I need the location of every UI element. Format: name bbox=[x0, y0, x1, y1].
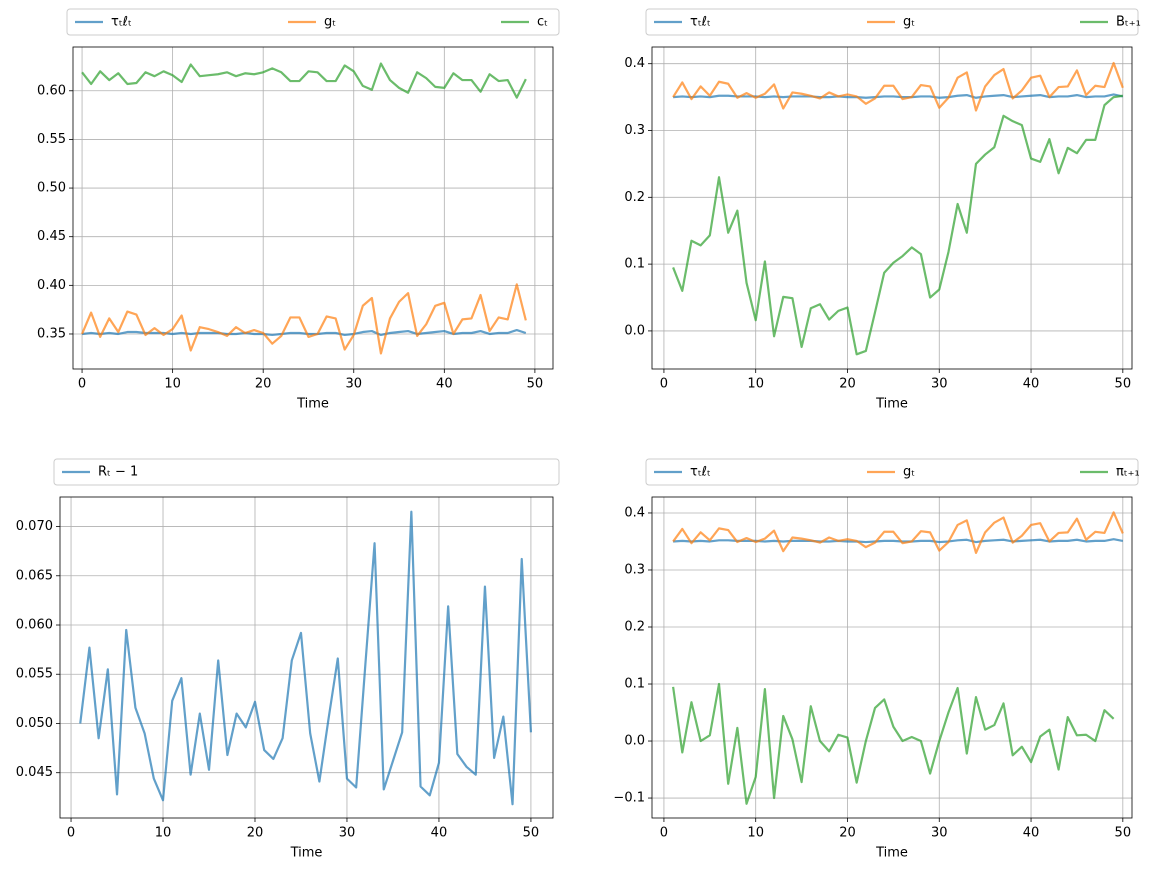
x-tick-label: 50 bbox=[1115, 377, 1132, 392]
x-tick-label: 20 bbox=[839, 826, 856, 841]
y-tick-label: 0.070 bbox=[16, 519, 53, 534]
x-tick-label: 50 bbox=[527, 377, 544, 392]
y-tick-label: 0.060 bbox=[16, 618, 53, 633]
x-axis-label: Time bbox=[290, 846, 323, 861]
legend-label: τₜℓₜ bbox=[690, 15, 711, 30]
legend-label: Rₜ − 1 bbox=[98, 465, 138, 480]
axes-frame bbox=[72, 46, 554, 370]
y-tick-label: 0.1 bbox=[624, 257, 645, 272]
y-tick-label: 0.1 bbox=[624, 677, 645, 692]
series-line bbox=[672, 511, 1124, 554]
y-tick-label: 0.0 bbox=[624, 734, 645, 749]
x-tick-label: 40 bbox=[1023, 826, 1040, 841]
x-tick-label: 30 bbox=[931, 377, 948, 392]
x-tick-label: 20 bbox=[839, 377, 856, 392]
y-tick-label: 0.60 bbox=[37, 83, 66, 98]
y-tick-label: 0.4 bbox=[624, 56, 645, 71]
y-tick-label: 0.2 bbox=[624, 619, 645, 634]
x-tick-label: 10 bbox=[747, 826, 764, 841]
x-tick-label: 40 bbox=[431, 826, 448, 841]
x-tick-label: 30 bbox=[931, 826, 948, 841]
legend-label: gₜ bbox=[903, 15, 915, 30]
y-tick-label: 0.3 bbox=[624, 562, 645, 577]
y-tick-label: 0.2 bbox=[624, 190, 645, 205]
series-line bbox=[673, 93, 1124, 99]
series-line bbox=[672, 61, 1124, 112]
series-line bbox=[81, 283, 527, 355]
x-tick-label: 0 bbox=[660, 377, 668, 392]
legend-label: τₜℓₜ bbox=[111, 15, 132, 30]
legend-label: Bₜ₊₁ bbox=[1116, 15, 1141, 30]
axes-frame bbox=[59, 496, 554, 819]
x-tick-label: 10 bbox=[155, 826, 172, 841]
y-tick-label: 0.045 bbox=[16, 765, 53, 780]
y-tick-label: 0.4 bbox=[624, 505, 645, 520]
y-tick-label: 0.55 bbox=[37, 132, 66, 147]
series-line bbox=[81, 62, 527, 99]
x-tick-label: 0 bbox=[67, 826, 75, 841]
series-line bbox=[672, 94, 1123, 356]
series-line bbox=[672, 682, 1115, 805]
y-tick-label: 0.40 bbox=[37, 278, 66, 293]
x-tick-label: 0 bbox=[660, 826, 668, 841]
x-tick-label: 40 bbox=[436, 377, 453, 392]
axes-frame bbox=[651, 46, 1133, 370]
y-tick-label: 0.50 bbox=[37, 181, 66, 196]
x-axis-label: Time bbox=[875, 846, 908, 861]
legend-label: πₜ₊₁ bbox=[1116, 465, 1140, 480]
y-tick-label: 0.055 bbox=[16, 667, 53, 682]
x-axis-label: Time bbox=[296, 397, 329, 412]
x-tick-label: 20 bbox=[247, 826, 264, 841]
x-axis-label: Time bbox=[875, 397, 908, 412]
series-line bbox=[81, 328, 527, 337]
legend-label: τₜℓₜ bbox=[690, 465, 711, 480]
y-tick-label: 0.065 bbox=[16, 568, 53, 583]
y-tick-label: 0.3 bbox=[624, 123, 645, 138]
x-tick-label: 50 bbox=[1115, 826, 1132, 841]
x-tick-label: 10 bbox=[164, 377, 181, 392]
legend-label: gₜ bbox=[324, 15, 336, 30]
legend bbox=[53, 458, 560, 486]
y-tick-label: 0.35 bbox=[37, 326, 66, 341]
y-tick-label: 0.0 bbox=[624, 323, 645, 338]
y-tick-label: −0.1 bbox=[613, 791, 645, 806]
legend-label: gₜ bbox=[903, 465, 915, 480]
series-line bbox=[79, 510, 533, 806]
legend-label: cₜ bbox=[537, 15, 548, 30]
x-tick-label: 20 bbox=[255, 377, 272, 392]
x-tick-label: 0 bbox=[78, 377, 86, 392]
x-tick-label: 40 bbox=[1023, 377, 1040, 392]
y-tick-label: 0.050 bbox=[16, 716, 53, 731]
axes-frame bbox=[651, 496, 1133, 819]
series-line bbox=[673, 538, 1124, 544]
y-tick-label: 0.45 bbox=[37, 229, 66, 244]
x-tick-label: 50 bbox=[523, 826, 540, 841]
x-tick-label: 10 bbox=[747, 377, 764, 392]
x-tick-label: 30 bbox=[345, 377, 362, 392]
x-tick-label: 30 bbox=[339, 826, 356, 841]
